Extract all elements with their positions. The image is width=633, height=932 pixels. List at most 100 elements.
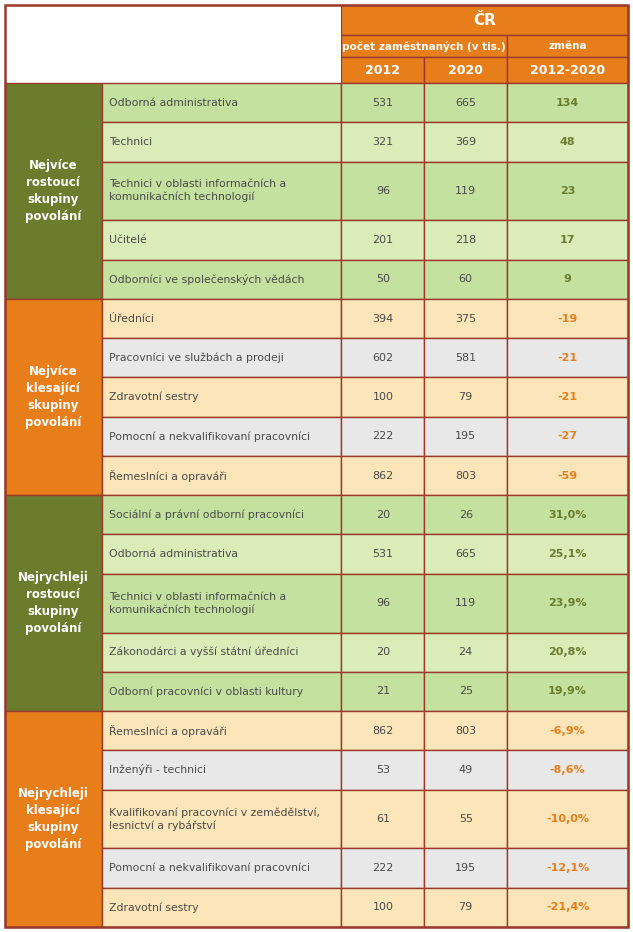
Text: 23,9%: 23,9%: [548, 598, 587, 609]
Bar: [101, 161, 341, 220]
Bar: [507, 848, 628, 888]
Bar: [424, 456, 507, 495]
Text: 100: 100: [372, 392, 393, 402]
Text: 48: 48: [560, 137, 575, 147]
Bar: [507, 672, 628, 711]
Text: 55: 55: [459, 814, 473, 824]
Text: 100: 100: [372, 902, 393, 912]
Text: 79: 79: [458, 902, 473, 912]
Bar: [424, 848, 507, 888]
Bar: [101, 574, 341, 633]
Bar: [507, 574, 628, 633]
Text: 394: 394: [372, 313, 394, 323]
Bar: [101, 122, 341, 161]
Text: 25: 25: [459, 687, 473, 696]
Bar: [424, 57, 507, 83]
Text: 218: 218: [455, 235, 477, 245]
Bar: [101, 534, 341, 574]
Bar: [507, 888, 628, 927]
Bar: [424, 83, 507, 122]
Text: 321: 321: [372, 137, 394, 147]
Bar: [101, 495, 341, 534]
Text: 31,0%: 31,0%: [548, 510, 587, 520]
Bar: [5, 83, 101, 299]
Bar: [341, 789, 424, 848]
Text: Odborná administrativa: Odborná administrativa: [109, 549, 237, 559]
Bar: [507, 57, 628, 83]
Text: -12,1%: -12,1%: [546, 863, 589, 873]
Text: Učitelé: Učitelé: [109, 235, 146, 245]
Text: 26: 26: [459, 510, 473, 520]
Bar: [101, 83, 341, 122]
Bar: [507, 220, 628, 260]
Text: Technici v oblasti informačních a
komunikačních technologií: Technici v oblasti informačních a komuni…: [109, 592, 285, 615]
Bar: [341, 848, 424, 888]
Bar: [341, 299, 424, 338]
Text: -6,9%: -6,9%: [549, 726, 586, 735]
Bar: [507, 750, 628, 789]
Text: 9: 9: [563, 274, 572, 284]
Bar: [424, 633, 507, 672]
Text: 24: 24: [458, 647, 473, 657]
Text: Pracovníci ve službách a prodeji: Pracovníci ve službách a prodeji: [109, 352, 284, 363]
Text: 61: 61: [376, 814, 390, 824]
Text: 2012: 2012: [365, 63, 400, 76]
Bar: [101, 377, 341, 417]
Text: Zdravotní sestry: Zdravotní sestry: [109, 902, 198, 912]
Bar: [341, 750, 424, 789]
Text: 862: 862: [372, 471, 394, 481]
Text: Odborní pracovníci v oblasti kultury: Odborní pracovníci v oblasti kultury: [109, 686, 303, 697]
Text: 20,8%: 20,8%: [548, 647, 587, 657]
Bar: [101, 633, 341, 672]
Text: 665: 665: [455, 549, 476, 559]
Text: 60: 60: [459, 274, 473, 284]
Text: 19,9%: 19,9%: [548, 687, 587, 696]
Text: 2012-2020: 2012-2020: [530, 63, 605, 76]
Bar: [341, 672, 424, 711]
Bar: [341, 260, 424, 299]
Text: -19: -19: [558, 313, 578, 323]
Bar: [341, 711, 424, 750]
Bar: [341, 122, 424, 161]
Text: Úředníci: Úředníci: [109, 313, 153, 323]
Bar: [5, 495, 101, 711]
Bar: [424, 338, 507, 377]
Text: -21: -21: [558, 353, 578, 363]
Bar: [424, 711, 507, 750]
Bar: [101, 888, 341, 927]
Bar: [424, 299, 507, 338]
Text: 50: 50: [376, 274, 390, 284]
Bar: [507, 83, 628, 122]
Text: Technici: Technici: [109, 137, 152, 147]
Text: Nejrychleji
rostoucí
skupiny
povolání: Nejrychleji rostoucí skupiny povolání: [18, 571, 89, 635]
Text: 25,1%: 25,1%: [548, 549, 587, 559]
Bar: [424, 417, 507, 456]
Bar: [341, 417, 424, 456]
Bar: [424, 888, 507, 927]
Bar: [507, 377, 628, 417]
Bar: [507, 338, 628, 377]
Text: -27: -27: [558, 432, 578, 442]
Bar: [424, 260, 507, 299]
Bar: [424, 574, 507, 633]
Text: 531: 531: [372, 549, 393, 559]
Bar: [5, 5, 341, 83]
Text: Pomocní a nekvalifikovaní pracovníci: Pomocní a nekvalifikovaní pracovníci: [109, 863, 310, 873]
Bar: [507, 495, 628, 534]
Text: 602: 602: [372, 353, 394, 363]
Bar: [424, 789, 507, 848]
Bar: [507, 161, 628, 220]
Text: 20: 20: [376, 510, 390, 520]
Text: Zdravotní sestry: Zdravotní sestry: [109, 391, 198, 403]
Bar: [424, 750, 507, 789]
Bar: [507, 456, 628, 495]
Text: 375: 375: [455, 313, 476, 323]
Bar: [507, 711, 628, 750]
Text: 79: 79: [458, 392, 473, 402]
Bar: [424, 672, 507, 711]
Bar: [101, 456, 341, 495]
Text: 195: 195: [455, 432, 476, 442]
Bar: [507, 789, 628, 848]
Bar: [341, 83, 424, 122]
Text: 803: 803: [455, 471, 476, 481]
